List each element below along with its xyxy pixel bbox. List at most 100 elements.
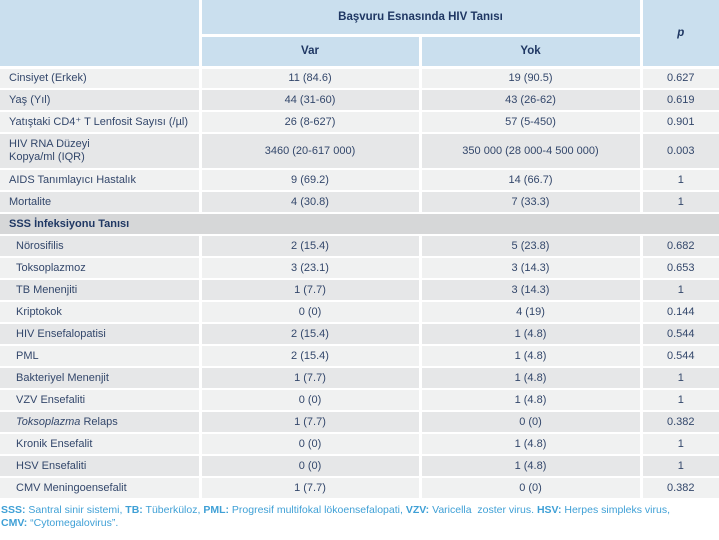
table-row: HIV RNA Düzeyi Kopya/ml (IQR) 3460 (20-61… bbox=[0, 133, 719, 170]
table-row: Yaş (Yıl) 44 (31-60) 43 (26-62) 0.619 bbox=[0, 89, 719, 112]
table-row: Kriptokok 0 (0) 4 (19) 0.144 bbox=[0, 301, 719, 324]
cell-var: 1 (7.7) bbox=[200, 477, 422, 500]
row-label: HIV Ensefalopatisi bbox=[0, 323, 202, 346]
row-label: Toksoplazma Relaps bbox=[0, 411, 202, 434]
cell-yok: 1 (4.8) bbox=[420, 389, 643, 412]
cell-p: 0.382 bbox=[641, 411, 719, 434]
cell-var: 44 (31-60) bbox=[200, 89, 422, 112]
table-row: Toksoplazmoz 3 (23.1) 3 (14.3) 0.653 bbox=[0, 257, 719, 280]
cell-p: 0.619 bbox=[641, 89, 719, 112]
cell-p: 0.003 bbox=[641, 133, 719, 170]
cell-p: 1 bbox=[641, 433, 719, 456]
table-row: CMV Meningoensefalit 1 (7.7) 0 (0) 0.382 bbox=[0, 477, 719, 500]
cell-yok: 0 (0) bbox=[420, 477, 643, 500]
cell-p: 1 bbox=[641, 389, 719, 412]
cell-yok: 14 (66.7) bbox=[420, 169, 643, 192]
var-column-header: Var bbox=[200, 35, 422, 69]
cell-yok: 350 000 (28 000-4 500 000) bbox=[420, 133, 643, 170]
header-row-sub: Var Yok bbox=[0, 35, 719, 69]
yok-column-header: Yok bbox=[420, 35, 643, 69]
footnote-abbr: TB: bbox=[125, 504, 143, 516]
table-row: HSV Ensefaliti 0 (0) 1 (4.8) 1 bbox=[0, 455, 719, 478]
footnote-line: SSS: Santral sinir sistemi, TB: Tüberkül… bbox=[1, 504, 670, 516]
cell-yok: 57 (5-450) bbox=[420, 111, 643, 134]
row-label: HSV Ensefaliti bbox=[0, 455, 202, 478]
cell-var: 11 (84.6) bbox=[200, 67, 422, 90]
cell-yok: 19 (90.5) bbox=[420, 67, 643, 90]
cell-var: 3 (23.1) bbox=[200, 257, 422, 280]
table-row: Bakteriyel Menenjit 1 (7.7) 1 (4.8) 1 bbox=[0, 367, 719, 390]
cell-yok: 1 (4.8) bbox=[420, 345, 643, 368]
table-row: Cinsiyet (Erkek) 11 (84.6) 19 (90.5) 0.627 bbox=[0, 67, 719, 90]
cell-p: 0.382 bbox=[641, 477, 719, 500]
cell-var: 0 (0) bbox=[200, 389, 422, 412]
table-row: Toksoplazma Relaps 1 (7.7) 0 (0) 0.382 bbox=[0, 411, 719, 434]
cell-var: 1 (7.7) bbox=[200, 279, 422, 302]
cell-p: 0.653 bbox=[641, 257, 719, 280]
table-row: Kronik Ensefalit 0 (0) 1 (4.8) 1 bbox=[0, 433, 719, 456]
cell-p: 1 bbox=[641, 367, 719, 390]
table-body: Cinsiyet (Erkek) 11 (84.6) 19 (90.5) 0.627 Y… bbox=[0, 67, 719, 500]
row-label: AIDS Tanımlayıcı Hastalık bbox=[0, 169, 202, 192]
cell-yok: 7 (33.3) bbox=[420, 191, 643, 214]
cell-yok: 5 (23.8) bbox=[420, 235, 643, 258]
row-label: Yaş (Yıl) bbox=[0, 89, 202, 112]
footnote-abbr: CMV: bbox=[1, 517, 28, 529]
cell-var: 1 (7.7) bbox=[200, 411, 422, 434]
section-label: SSS İnfeksiyonu Tanısı bbox=[0, 213, 719, 236]
row-label: HIV RNA Düzeyi Kopya/ml (IQR) bbox=[0, 133, 202, 170]
cell-yok: 3 (14.3) bbox=[420, 279, 643, 302]
footnote-abbr: VZV: bbox=[405, 504, 430, 516]
row-label: Nörosifilis bbox=[0, 235, 202, 258]
cell-var: 0 (0) bbox=[200, 433, 422, 456]
table-row: VZV Ensefaliti 0 (0) 1 (4.8) 1 bbox=[0, 389, 719, 412]
section-row: SSS İnfeksiyonu Tanısı bbox=[0, 213, 719, 236]
table-row: Nörosifilis 2 (15.4) 5 (23.8) 0.682 bbox=[0, 235, 719, 258]
footnotes: SSS: Santral sinir sistemi, TB: Tüberkül… bbox=[0, 500, 719, 530]
cell-var: 0 (0) bbox=[200, 455, 422, 478]
cell-yok: 1 (4.8) bbox=[420, 323, 643, 346]
cell-var: 3460 (20-617 000) bbox=[200, 133, 422, 170]
cell-p: 0.144 bbox=[641, 301, 719, 324]
row-label: Bakteriyel Menenjit bbox=[0, 367, 202, 390]
cell-p: 1 bbox=[641, 455, 719, 478]
row-label-italic: Toksoplazma bbox=[16, 415, 81, 428]
cell-var: 4 (30.8) bbox=[200, 191, 422, 214]
table-row: Yatıştaki CD4⁺ T Lenfosit Sayısı (/µl) 26… bbox=[0, 111, 719, 134]
row-label: CMV Meningoensefalit bbox=[0, 477, 202, 500]
footnote-abbr: PML: bbox=[203, 504, 229, 516]
cell-yok: 1 (4.8) bbox=[420, 455, 643, 478]
row-label: Mortalite bbox=[0, 191, 202, 214]
hiv-comparison-table: Başvuru Esnasında HIV Tanısı p Var Yok C… bbox=[0, 0, 719, 500]
cell-yok: 1 (4.8) bbox=[420, 367, 643, 390]
cell-var: 1 (7.7) bbox=[200, 367, 422, 390]
table-row: Mortalite 4 (30.8) 7 (33.3) 1 bbox=[0, 191, 719, 214]
row-label: Toksoplazmoz bbox=[0, 257, 202, 280]
footnote-abbr: SSS: bbox=[1, 504, 26, 516]
row-label: TB Menenjiti bbox=[0, 279, 202, 302]
cell-var: 9 (69.2) bbox=[200, 169, 422, 192]
cell-p: 0.627 bbox=[641, 67, 719, 90]
header-row-group: Başvuru Esnasında HIV Tanısı p bbox=[0, 0, 719, 69]
table-row: HIV Ensefalopatisi 2 (15.4) 1 (4.8) 0.544 bbox=[0, 323, 719, 346]
footnote-abbr: HSV: bbox=[536, 504, 562, 516]
cell-yok: 0 (0) bbox=[420, 411, 643, 434]
cell-yok: 43 (26-62) bbox=[420, 89, 643, 112]
cell-yok: 4 (19) bbox=[420, 301, 643, 324]
cell-p: 0.544 bbox=[641, 345, 719, 368]
cell-yok: 3 (14.3) bbox=[420, 257, 643, 280]
row-label: VZV Ensefaliti bbox=[0, 389, 202, 412]
row-label: Kronik Ensefalit bbox=[0, 433, 202, 456]
row-label: Kriptokok bbox=[0, 301, 202, 324]
cell-var: 2 (15.4) bbox=[200, 235, 422, 258]
cell-var: 2 (15.4) bbox=[200, 345, 422, 368]
row-label: Yatıştaki CD4⁺ T Lenfosit Sayısı (/µl) bbox=[0, 111, 202, 134]
cell-var: 26 (8-627) bbox=[200, 111, 422, 134]
p-column-header: p bbox=[641, 0, 719, 69]
group-header: Başvuru Esnasında HIV Tanısı bbox=[200, 0, 643, 37]
cell-yok: 1 (4.8) bbox=[420, 433, 643, 456]
cell-var: 0 (0) bbox=[200, 301, 422, 324]
table-row: AIDS Tanımlayıcı Hastalık 9 (69.2) 14 (66.… bbox=[0, 169, 719, 192]
table-row: TB Menenjiti 1 (7.7) 3 (14.3) 1 bbox=[0, 279, 719, 302]
